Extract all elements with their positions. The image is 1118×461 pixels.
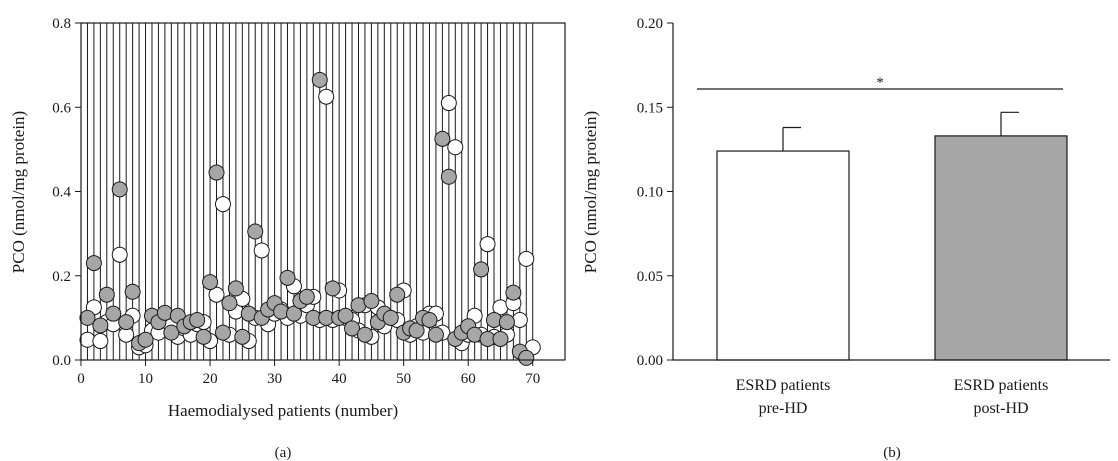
- error-bars: [782, 111, 1019, 152]
- point-post-hd: [337, 307, 354, 324]
- point-post-hd: [344, 320, 361, 337]
- point-post-hd: [505, 284, 522, 301]
- point-pre-hd: [479, 236, 496, 253]
- x-tick-label: 10: [138, 371, 153, 387]
- point-post-hd: [234, 328, 251, 345]
- significance-bracket: *: [697, 75, 1063, 91]
- category-label-post-hd-line2: post-HD: [973, 400, 1028, 417]
- point-post-hd: [389, 286, 406, 303]
- point-post-hd: [189, 311, 206, 328]
- y-tick-label: 0.0: [52, 353, 71, 369]
- point-post-hd: [208, 164, 225, 181]
- point-post-hd: [440, 168, 457, 185]
- point-post-hd: [163, 324, 180, 341]
- significance-asterisk: *: [876, 75, 884, 91]
- panel-b-y-axis-label: PCO (nmol/mg protein): [581, 111, 600, 273]
- point-post-hd: [247, 223, 264, 240]
- point-post-hd: [498, 314, 515, 331]
- y-tick-label: 0.8: [52, 16, 71, 32]
- x-tick-label: 0: [77, 371, 85, 387]
- panel-a-y-axis-label: PCO (nmol/mg protein): [9, 111, 28, 273]
- x-tick-label: 30: [267, 371, 282, 387]
- x-tick-label: 20: [203, 371, 218, 387]
- point-pre-hd: [518, 250, 535, 267]
- category-label-post-hd-line1: ESRD patients: [954, 377, 1049, 394]
- point-post-hd: [311, 71, 328, 88]
- point-post-hd: [473, 261, 490, 278]
- point-post-hd: [105, 305, 122, 322]
- scatter-points: [79, 71, 541, 366]
- point-post-hd: [285, 305, 302, 322]
- point-pre-hd: [253, 242, 270, 259]
- point-post-hd: [85, 255, 102, 272]
- point-pre-hd: [447, 139, 464, 156]
- y-tick-label: 0.4: [52, 185, 71, 201]
- y-tick-label: 0.05: [637, 269, 663, 285]
- point-post-hd: [227, 280, 244, 297]
- point-post-hd: [298, 288, 315, 305]
- panel-a-ticks: 0 10 20 30 40 50 60 70 0.0 0.2 0.4 0.6 0.8: [52, 16, 540, 387]
- point-post-hd: [363, 293, 380, 310]
- point-post-hd: [124, 283, 141, 300]
- y-tick-label: 0.2: [52, 269, 71, 285]
- point-post-hd: [98, 286, 115, 303]
- point-pre-hd: [214, 196, 231, 213]
- panel-a-x-axis-label: Haemodialysed patients (number): [168, 401, 398, 420]
- point-post-hd: [195, 328, 212, 345]
- point-post-hd: [118, 314, 135, 331]
- panel-a-scatter: 0 10 20 30 40 50 60 70 0.0 0.2 0.4 0.6 0.8 Haemodial…: [9, 16, 566, 461]
- point-pre-hd: [92, 333, 109, 350]
- bar-post-hd: [934, 135, 1068, 361]
- category-label-pre-hd-line1: ESRD patients: [736, 377, 831, 394]
- y-tick-label: 0.6: [52, 100, 71, 116]
- point-post-hd: [382, 309, 399, 326]
- point-post-hd: [421, 311, 438, 328]
- point-post-hd: [79, 309, 96, 326]
- x-tick-label: 70: [525, 371, 540, 387]
- point-pre-hd: [440, 95, 457, 112]
- point-post-hd: [214, 324, 231, 341]
- y-tick-label: 0.10: [637, 185, 663, 201]
- x-tick-label: 50: [396, 371, 411, 387]
- point-post-hd: [137, 331, 154, 348]
- point-post-hd: [202, 274, 219, 291]
- panel-b-label: (b): [883, 445, 901, 461]
- point-post-hd: [434, 130, 451, 147]
- bar-pre-hd: [716, 150, 850, 361]
- panel-a-label: (a): [275, 445, 292, 461]
- point-post-hd: [92, 317, 109, 334]
- point-post-hd: [279, 269, 296, 286]
- point-pre-hd: [111, 246, 128, 263]
- panel-b-ticks: 0.00 0.05 0.10 0.15 0.20: [637, 16, 673, 369]
- panel-b-bar-chart: 0.00 0.05 0.10 0.15 0.20 * ESRD patients pre…: [581, 16, 1110, 461]
- category-label-pre-hd-line2: pre-HD: [759, 400, 808, 417]
- point-post-hd: [356, 326, 373, 343]
- point-post-hd: [324, 280, 341, 297]
- bars: [716, 135, 1068, 361]
- point-post-hd: [111, 181, 128, 198]
- y-tick-label: 0.20: [637, 16, 663, 32]
- y-tick-label: 0.15: [637, 100, 663, 116]
- point-post-hd: [427, 326, 444, 343]
- point-post-hd: [518, 349, 535, 366]
- x-tick-label: 60: [461, 371, 476, 387]
- x-tick-label: 40: [332, 371, 347, 387]
- point-post-hd: [221, 295, 238, 312]
- y-tick-label: 0.00: [637, 353, 663, 369]
- point-post-hd: [492, 330, 509, 347]
- point-post-hd: [408, 322, 425, 339]
- point-pre-hd: [208, 286, 225, 303]
- point-pre-hd: [318, 88, 335, 105]
